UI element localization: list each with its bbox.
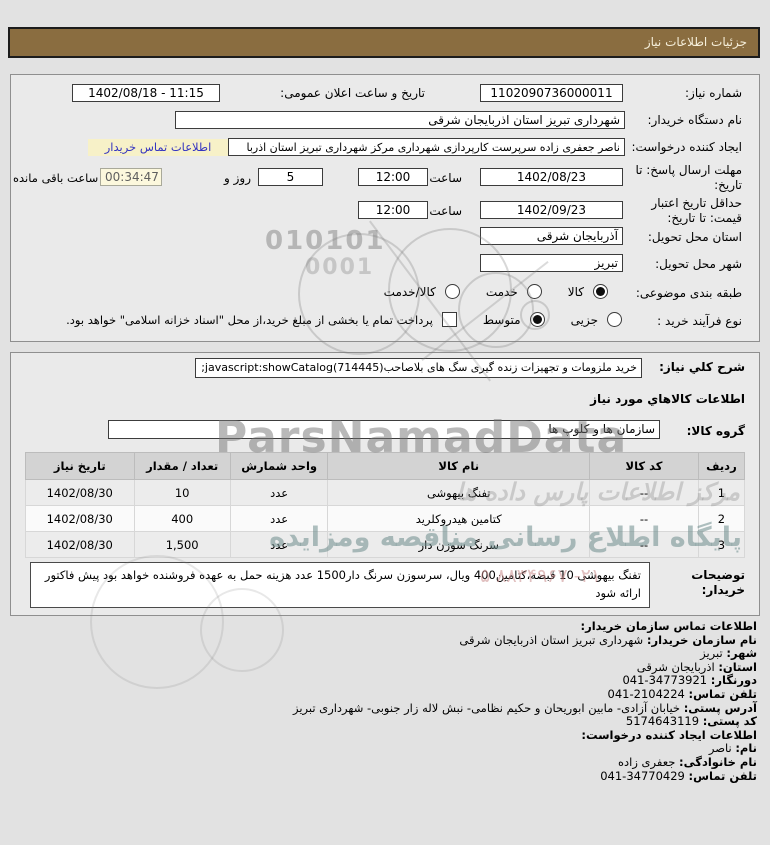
col-row-number: ردیف (697, 452, 746, 480)
need-number-label: شماره نیاز: (685, 86, 742, 100)
price-validity-time-field[interactable]: 12:00 (358, 201, 428, 219)
cell-need-date: 1402/08/30 (25, 479, 135, 506)
radio-medium[interactable] (529, 312, 545, 327)
radio-minor[interactable] (607, 312, 622, 327)
delivery-province-field[interactable]: آذربایجان شرقی (480, 227, 623, 245)
radio-medium-label: متوسط (482, 312, 521, 327)
goods-group-field[interactable]: سازمان ها و کلوپ ها (108, 420, 660, 439)
process-type-label: نوع فرآیند خرید : (657, 314, 742, 328)
contact-line: دورنگار: 34773921-041 (622, 673, 757, 688)
buyer-org-contact-title: اطلاعات تماس سازمان خریدار: (580, 619, 757, 633)
announce-datetime-field[interactable]: 1402/08/18 - 11:15 (72, 84, 220, 102)
reply-deadline-date-field[interactable]: 1402/08/23 (480, 168, 623, 186)
hours-remaining-label: ساعت باقی مانده (13, 171, 99, 185)
cell-row-number: 1 (697, 479, 746, 506)
table-row: 3 -- سرنگ سوزن دار عدد 1,500 1402/08/30 (25, 531, 746, 558)
table-row: 1 -- تفنگ بیهوشی عدد 10 1402/08/30 (25, 479, 746, 506)
need-number-field[interactable]: 1102090736000011 (480, 84, 623, 102)
col-quantity: تعداد / مقدار (133, 452, 231, 480)
cell-quantity: 400 (133, 505, 231, 532)
cell-need-date: 1402/08/30 (25, 531, 135, 558)
col-need-date: تاریخ نیاز (25, 452, 135, 480)
contact-line: نام سازمان خریدار: شهرداری تبریز استان ا… (459, 632, 757, 647)
request-creator-contact-title: اطلاعات ایجاد کننده درخواست: (581, 727, 757, 742)
radio-goods-service[interactable] (444, 284, 460, 299)
cell-quantity: 10 (133, 479, 231, 506)
goods-group-label: گروه کالا: (686, 424, 745, 438)
need-desc-label: شرح كلي نياز: (659, 360, 745, 374)
classification-options: کالا خدمت کالا/خدمت (384, 284, 608, 299)
price-validity-date-field[interactable]: 1402/09/23 (480, 201, 623, 219)
contact-line: شهر: تبریز (700, 646, 757, 661)
contact-info-block: اطلاعات تماس سازمان خریدار: نام سازمان خ… (292, 619, 757, 783)
process-type-options: جزیی متوسط پرداخت تمام یا بخشی از مبلغ خ… (66, 312, 622, 327)
buyer-notes-label: توضیحات خریدار: (691, 568, 745, 597)
delivery-city-label: شهر محل تحویل: (655, 257, 742, 271)
contact-line: کد پستی: 5174643119 (625, 714, 757, 729)
cell-row-number: 3 (697, 531, 746, 558)
reply-deadline-hour-label: ساعت (429, 171, 462, 185)
buyer-notes-field[interactable]: تفنگ بیهوشی 10 قبضه،کتامین400 ویال، سرسو… (30, 562, 650, 608)
cell-row-number: 2 (697, 505, 746, 532)
buyer-contact-link[interactable]: اطلاعات تماس خریدار (88, 139, 228, 156)
request-creator-label: ایجاد کننده درخواست: (631, 140, 742, 154)
remaining-days-field[interactable]: 5 (258, 168, 323, 186)
delivery-city-field[interactable]: تبریز (480, 254, 623, 272)
contact-line: نام خانوادگی: جعفری زاده (618, 754, 757, 769)
col-goods-name: نام کالا (327, 452, 591, 480)
treasury-docs-label: پرداخت تمام یا بخشی از مبلغ خرید،از محل … (66, 312, 433, 327)
days-and-label: روز و (224, 171, 251, 185)
contact-line: استان: اذربایجان شرقی (636, 659, 757, 674)
cell-unit: عدد (229, 505, 329, 532)
reply-deadline-label: مهلت ارسال پاسخ: تا تاریخ: (635, 163, 742, 192)
request-creator-field[interactable]: ناصر جعفری زاده سرپرست کارپردازی شهرداری… (228, 138, 625, 156)
reply-deadline-time-field[interactable]: 12:00 (358, 168, 428, 186)
treasury-docs-checkbox[interactable] (441, 312, 457, 327)
cell-goods-name: کتامین هیدروکلرید (327, 505, 591, 532)
cell-goods-code: -- (589, 505, 699, 532)
radio-goods[interactable] (593, 284, 608, 299)
announce-datetime-label: تاریخ و ساعت اعلان عمومی: (280, 86, 425, 100)
cell-unit: عدد (229, 479, 329, 506)
radio-goods-service-label: کالا/خدمت (383, 284, 436, 299)
page-title: جزئیات اطلاعات نیاز (8, 27, 760, 58)
col-unit: واحد شمارش (229, 452, 329, 480)
cell-goods-code: -- (589, 479, 699, 506)
price-validity-label: حداقل تاریخ اعتبار قیمت: تا تاریخ: (651, 196, 742, 225)
classification-label: طبقه بندی موضوعی: (635, 286, 742, 300)
buyer-org-field[interactable]: شهرداری تبریز استان اذربایجان شرقی (175, 111, 625, 129)
need-desc-field[interactable]: خرید ملزومات و تجهیزات زنده گیری سگ های … (195, 358, 642, 378)
radio-goods-label: کالا (567, 284, 584, 299)
table-row: 2 -- کتامین هیدروکلرید عدد 400 1402/08/3… (25, 505, 746, 532)
contact-line: تلفن تماس: 2104224-041 (607, 686, 757, 701)
cell-quantity: 1,500 (133, 531, 231, 558)
col-goods-code: کد کالا (589, 452, 699, 480)
goods-table-header-row: ردیف کد کالا نام کالا واحد شمارش تعداد /… (25, 452, 746, 480)
buyer-org-label: نام دستگاه خریدار: (647, 113, 743, 127)
radio-minor-label: جزیی (570, 312, 598, 327)
cell-need-date: 1402/08/30 (25, 505, 135, 532)
cell-goods-name: سرنگ سوزن دار (327, 531, 591, 558)
contact-line: آدرس پستی: خیابان آزادی- مابین ابوریحان … (292, 700, 757, 715)
cell-goods-name: تفنگ بیهوشی (327, 479, 591, 506)
goods-section-heading: اطلاعات كالاهاي مورد نياز (590, 392, 745, 406)
countdown-timer: 00:34:47 (100, 168, 162, 186)
delivery-province-label: استان محل تحویل: (647, 230, 742, 244)
radio-service[interactable] (526, 284, 542, 299)
cell-unit: عدد (229, 531, 329, 558)
contact-line: نام: ناصر (708, 741, 757, 756)
contact-line: تلفن تماس: 34770429-041 (600, 768, 757, 783)
cell-goods-code: -- (589, 531, 699, 558)
price-validity-hour-label: ساعت (429, 204, 462, 218)
goods-table: ردیف کد کالا نام کالا واحد شمارش تعداد /… (25, 452, 746, 558)
radio-service-label: خدمت (485, 284, 518, 299)
